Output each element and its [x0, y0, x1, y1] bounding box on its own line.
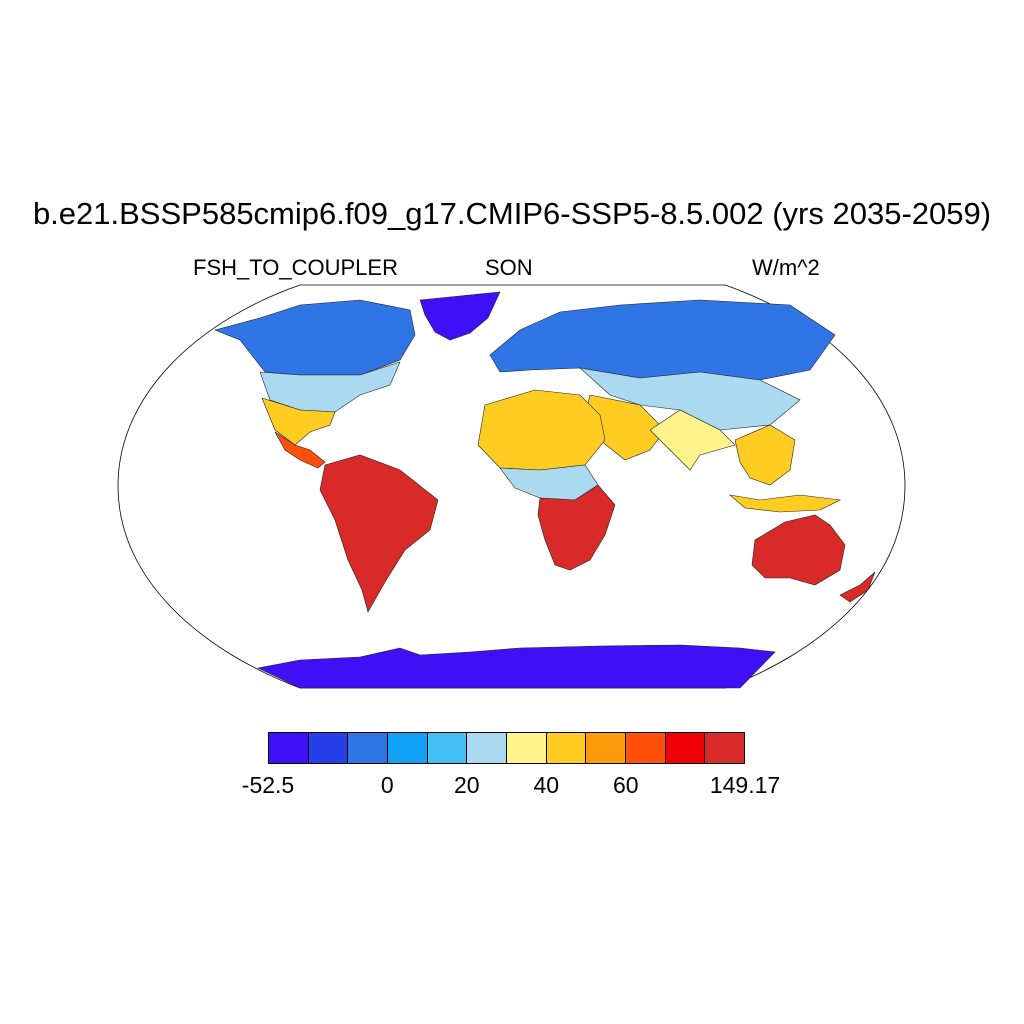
colorbar-tick-label: 149.17 [709, 772, 781, 798]
colorbar-tick-label: -52.5 [241, 772, 295, 798]
map-title: b.e21.BSSP585cmip6.f09_g17.CMIP6-SSP5-8.… [32, 196, 992, 231]
colorbar-tick-label: 40 [533, 772, 560, 798]
colorbar-swatch [467, 733, 508, 763]
region-south-america [319, 454, 439, 613]
region-greenland [419, 291, 501, 341]
region-australia [751, 514, 846, 586]
region-northern-eurasia [489, 299, 836, 381]
region-north-america-south [261, 397, 336, 446]
colorbar-swatch [348, 733, 389, 763]
region-canada-arctic [214, 299, 416, 376]
colorbar-swatch [705, 733, 745, 763]
colorbar-tick-label: 20 [453, 772, 480, 798]
colorbar-swatch [665, 733, 706, 763]
colorbar [268, 732, 745, 764]
colorbar-swatch [507, 733, 547, 763]
variable-label: FSH_TO_COUPLER [193, 255, 398, 280]
colorbar-swatch [388, 733, 428, 763]
units-label: W/m^2 [752, 255, 820, 280]
region-sahara [477, 389, 606, 471]
region-southern-africa [537, 484, 616, 571]
colorbar-swatch [586, 733, 627, 763]
region-antarctica [257, 644, 776, 689]
colorbar-tick-label: 60 [612, 772, 639, 798]
region-southeast-asia [728, 424, 842, 513]
season-label: SON [485, 255, 533, 280]
region-south-asia [649, 409, 736, 471]
colorbar-swatch [308, 733, 349, 763]
colorbar-swatch [269, 733, 309, 763]
region-central-america [274, 431, 326, 469]
colorbar-swatch [427, 733, 468, 763]
colorbar-swatch [626, 733, 666, 763]
colorbar-tick-label: 0 [380, 772, 394, 798]
region-new-zealand [839, 571, 876, 603]
colorbar-swatch [546, 733, 587, 763]
